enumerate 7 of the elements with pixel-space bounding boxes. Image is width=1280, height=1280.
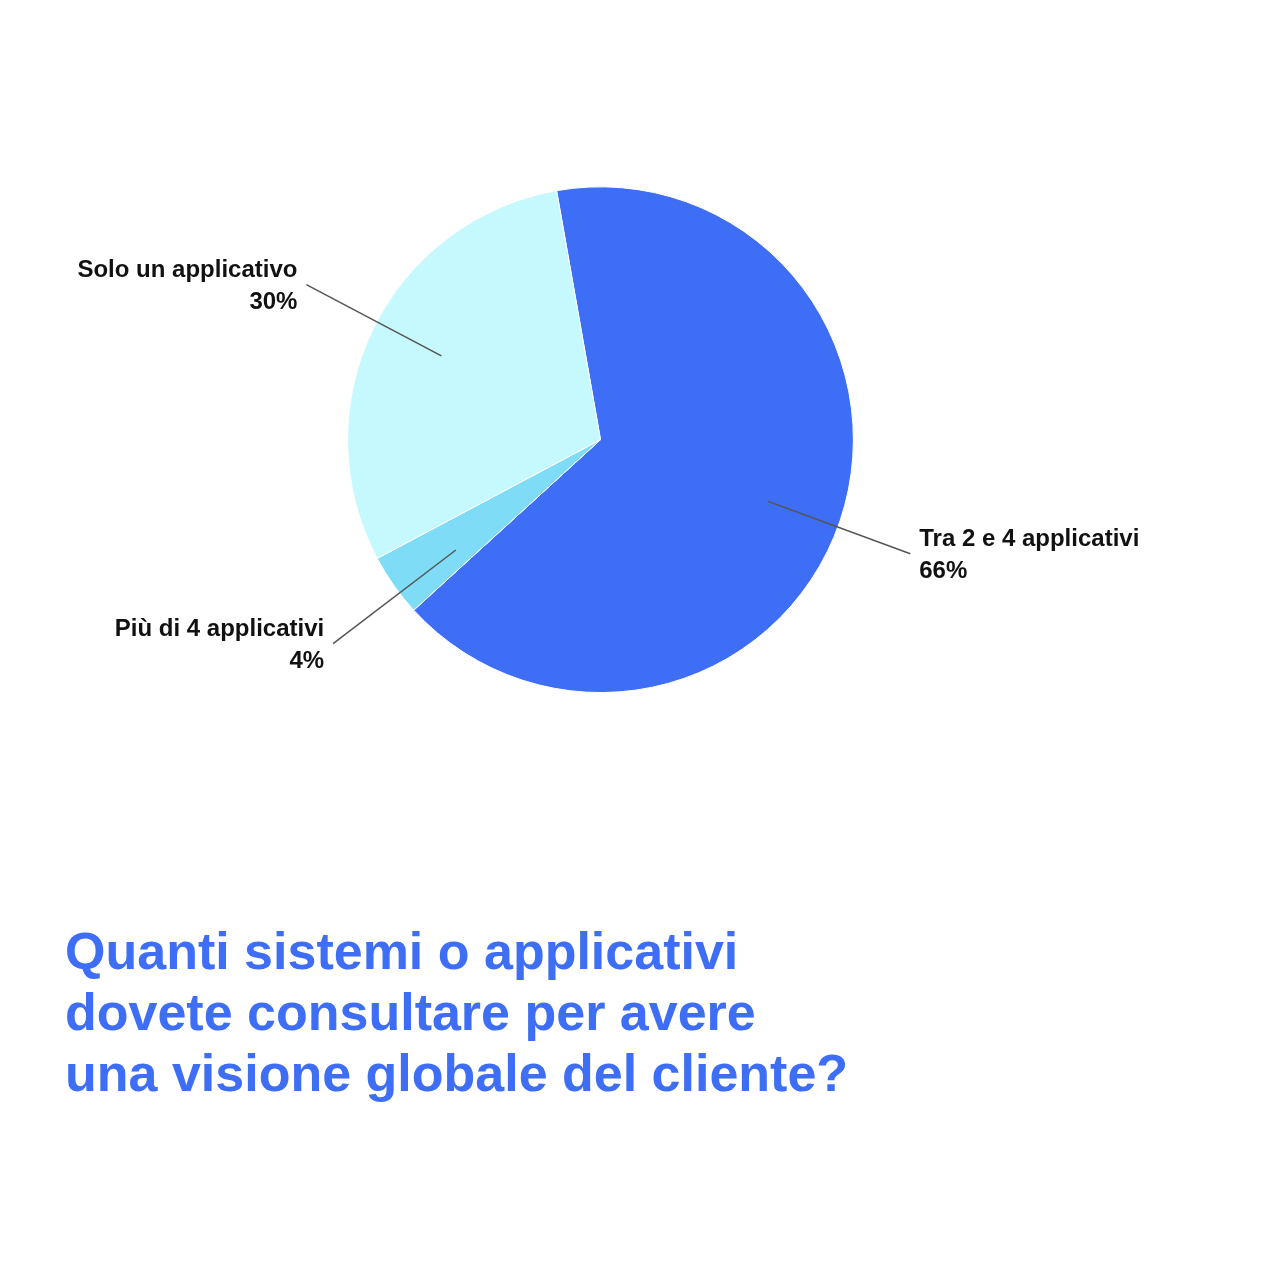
slice-label: Più di 4 applicativi (114, 613, 325, 641)
data-label: 4% (289, 646, 325, 674)
slice-label: Tra 2 e 4 applicativi (919, 524, 1140, 551)
slice-label: Solo un applicativo (77, 254, 298, 282)
data-label: 30% (249, 287, 298, 315)
text: Quanti sistemi o applicativi dovete consultare per avere una visione globale del cliente? (65, 922, 849, 1102)
data-label: 66% (919, 556, 968, 584)
